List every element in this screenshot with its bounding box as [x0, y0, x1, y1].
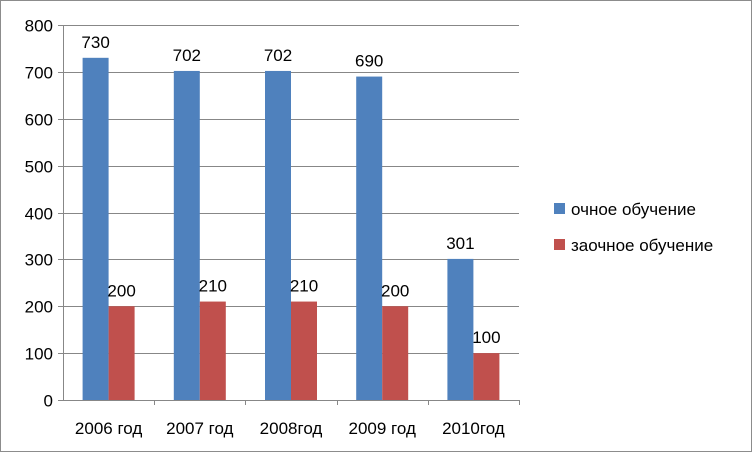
- data-label: 702: [173, 46, 201, 65]
- y-tick-label: 700: [25, 64, 53, 83]
- data-label: 100: [472, 328, 500, 347]
- y-tick-label: 0: [44, 392, 53, 411]
- legend-label: заочное обучение: [571, 236, 713, 255]
- x-tick-label: 2007 год: [166, 419, 233, 438]
- bar: [382, 306, 409, 400]
- y-tick-label: 600: [25, 111, 53, 130]
- data-label: 702: [264, 46, 292, 65]
- legend-swatch: [554, 239, 565, 250]
- data-label: 200: [381, 281, 409, 300]
- x-tick-label: 2006 год: [75, 419, 142, 438]
- legend-swatch: [554, 203, 565, 214]
- bar: [173, 70, 200, 400]
- x-axis-tick-labels: 2006 год 2007 год 2008год 2009 год 2010год: [75, 419, 505, 438]
- axes: [58, 25, 520, 405]
- bar: [82, 57, 109, 400]
- y-tick-label: 400: [25, 205, 53, 224]
- x-tick-label: 2008год: [260, 419, 323, 438]
- y-axis-tick-labels: 0 100 200 300 400 500 600 700 800: [25, 17, 53, 411]
- data-label: 210: [199, 277, 227, 296]
- data-label: 200: [107, 281, 135, 300]
- y-tick-label: 300: [25, 251, 53, 270]
- bar: [356, 76, 383, 400]
- bars: [82, 57, 500, 400]
- data-label: 690: [355, 52, 383, 71]
- bar: [473, 353, 500, 400]
- y-tick-label: 200: [25, 298, 53, 317]
- bar: [199, 301, 226, 400]
- data-label: 210: [290, 277, 318, 296]
- data-label: 730: [81, 33, 109, 52]
- data-label: 301: [446, 234, 474, 253]
- bar: [447, 258, 474, 400]
- x-tick-label: 2010год: [442, 419, 505, 438]
- y-tick-label: 800: [25, 17, 53, 36]
- x-tick-label: 2009 год: [349, 419, 416, 438]
- legend: очное обучение заочное обучение: [554, 200, 713, 255]
- bar: [108, 306, 135, 400]
- y-tick-label: 100: [25, 345, 53, 364]
- data-labels: 730 200 702 210 702 210 690 200 301 100: [81, 33, 500, 347]
- legend-label: очное обучение: [571, 200, 696, 219]
- bar: [291, 301, 317, 400]
- y-tick-label: 500: [25, 158, 53, 177]
- bar: [265, 70, 291, 400]
